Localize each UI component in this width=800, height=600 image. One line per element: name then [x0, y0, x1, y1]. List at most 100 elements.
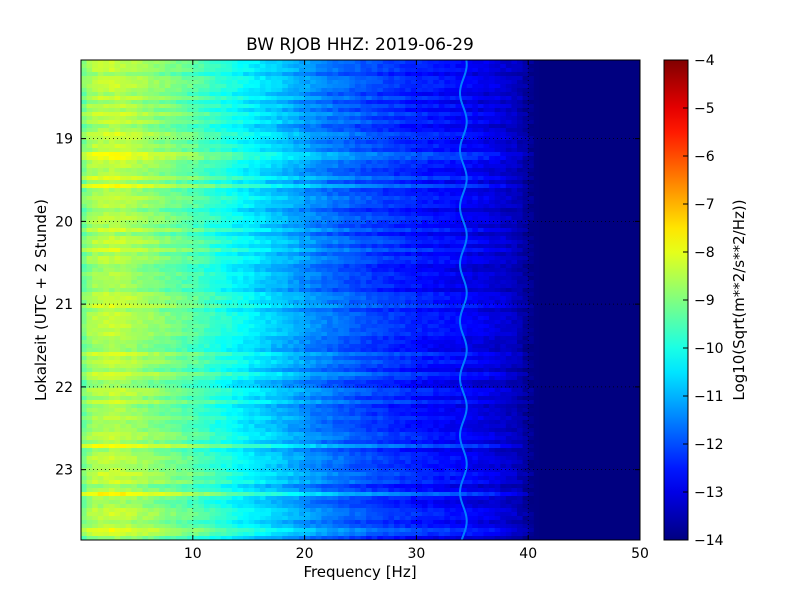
heatmap-cell — [427, 124, 434, 129]
heatmap-cell — [136, 212, 144, 217]
heatmap-cell — [427, 232, 434, 237]
heatmap-cell — [192, 104, 199, 109]
heatmap-cell — [326, 252, 334, 257]
heatmap-cell — [271, 76, 278, 81]
heatmap-cell — [92, 60, 99, 65]
heatmap-cell — [271, 216, 278, 221]
heatmap-cell — [634, 60, 640, 65]
heatmap-cell — [617, 120, 624, 125]
heatmap-cell — [455, 180, 462, 185]
heatmap-cell — [136, 236, 144, 241]
heatmap-cell — [600, 200, 608, 205]
heatmap-cell — [589, 164, 596, 169]
heatmap-cell — [360, 124, 367, 129]
heatmap-cell — [421, 204, 429, 209]
heatmap-cell — [539, 204, 546, 209]
heatmap-cell — [377, 76, 384, 81]
heatmap-cell — [148, 108, 155, 113]
heatmap-cell — [321, 152, 328, 157]
heatmap-cell — [310, 176, 317, 181]
heatmap-cell — [589, 212, 596, 217]
heatmap-cell — [477, 208, 485, 213]
heatmap-cell — [517, 112, 524, 117]
heatmap-cell — [489, 168, 496, 173]
heatmap-cell — [382, 256, 390, 261]
heatmap-cell — [276, 188, 283, 193]
heatmap-cell — [612, 248, 619, 253]
heatmap-cell — [254, 84, 261, 89]
heatmap-cell — [332, 108, 339, 113]
heatmap-cell — [170, 160, 177, 165]
heatmap-cell — [120, 236, 127, 241]
heatmap-cell — [125, 160, 132, 165]
heatmap-cell — [293, 232, 300, 237]
heatmap-cell — [237, 156, 244, 161]
heatmap-cell — [338, 132, 345, 137]
heatmap-cell — [81, 96, 88, 101]
heatmap-cell — [550, 68, 557, 73]
heatmap-cell — [449, 248, 457, 253]
heatmap-cell — [511, 144, 518, 149]
heatmap-cell — [405, 76, 412, 81]
heatmap-cell — [326, 144, 334, 149]
heatmap-cell — [628, 172, 636, 177]
heatmap-cell — [572, 172, 580, 177]
heatmap-cell — [612, 120, 619, 125]
heatmap-cell — [377, 200, 384, 205]
heatmap-cell — [332, 76, 339, 81]
heatmap-cell — [578, 80, 585, 85]
heatmap-cell — [600, 64, 608, 69]
heatmap-cell — [623, 164, 630, 169]
heatmap-cell — [181, 104, 188, 109]
heatmap-cell — [299, 180, 306, 185]
heatmap-cell — [293, 152, 300, 157]
heatmap-cell — [371, 172, 378, 177]
heatmap-cell — [421, 200, 429, 205]
heatmap-cell — [103, 88, 110, 93]
heatmap-cell — [477, 180, 485, 185]
heatmap-cell — [377, 80, 384, 85]
heatmap-cell — [595, 164, 602, 169]
heatmap-cell — [617, 68, 624, 73]
heatmap-cell — [192, 232, 199, 237]
heatmap-cell — [209, 72, 216, 77]
heatmap-cell — [114, 140, 121, 145]
heatmap-cell — [539, 208, 546, 213]
heatmap-cell — [382, 72, 390, 77]
heatmap-cell — [634, 204, 640, 209]
heatmap-cell — [394, 92, 401, 97]
heatmap-cell — [136, 188, 144, 193]
heatmap-cell — [259, 168, 267, 173]
heatmap-cell — [343, 164, 350, 169]
heatmap-cell — [511, 228, 518, 233]
heatmap-cell — [371, 140, 378, 145]
heatmap-cell — [556, 128, 563, 133]
heatmap-cell — [366, 176, 373, 181]
heatmap-cell — [86, 128, 93, 133]
heatmap-cell — [254, 236, 261, 241]
heatmap-cell — [176, 80, 183, 85]
heatmap-cell — [589, 172, 596, 177]
heatmap-cell — [170, 212, 177, 217]
heatmap-cell — [265, 144, 272, 149]
heatmap-cell — [176, 180, 183, 185]
heatmap-cell — [623, 204, 630, 209]
heatmap-cell — [271, 144, 278, 149]
heatmap-cell — [556, 108, 563, 113]
heatmap-cell — [589, 72, 596, 77]
heatmap-cell — [489, 232, 496, 237]
heatmap-cell — [366, 104, 373, 109]
heatmap-cell — [556, 244, 563, 249]
heatmap-cell — [203, 140, 211, 145]
heatmap-cell — [125, 208, 132, 213]
heatmap-cell — [533, 132, 540, 137]
heatmap-cell — [209, 76, 216, 81]
heatmap-cell — [108, 220, 116, 225]
heatmap-cell — [628, 136, 636, 141]
heatmap-cell — [338, 96, 345, 101]
heatmap-cell — [170, 200, 177, 205]
heatmap-cell — [584, 128, 591, 133]
heatmap-cell — [164, 168, 172, 173]
heatmap-cell — [634, 184, 640, 189]
heatmap-cell — [561, 236, 568, 241]
